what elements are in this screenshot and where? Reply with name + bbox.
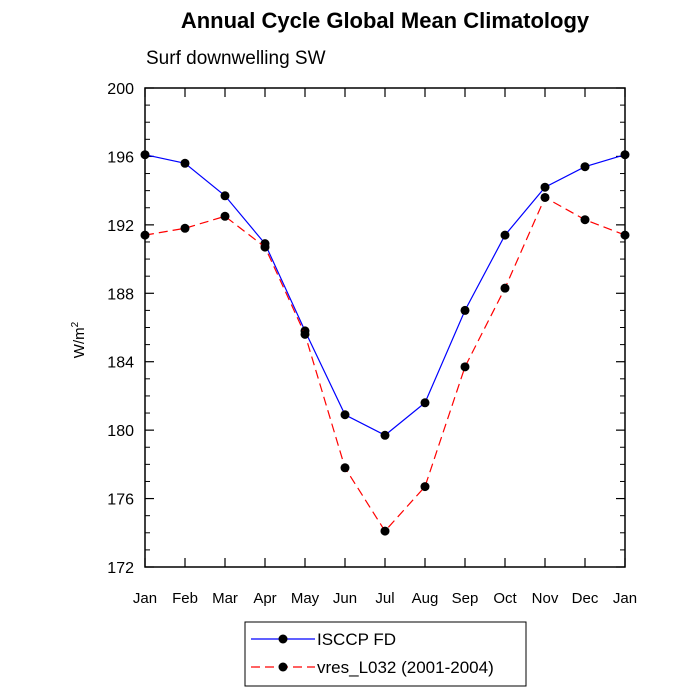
series-line-1 (144, 154, 626, 436)
x-tick-label: Apr (253, 590, 276, 607)
x-tick-label: Aug (412, 590, 439, 607)
series-layer (140, 150, 630, 536)
x-tick-label: Mar (212, 590, 238, 607)
legend-box (244, 621, 527, 687)
x-tick-label: Oct (493, 590, 517, 607)
series-2-point (300, 329, 310, 339)
series-1-point (340, 410, 350, 420)
y-tick-label: 188 (107, 286, 134, 303)
y-tick-label: 184 (107, 355, 134, 372)
x-tick-label: Jan (133, 590, 157, 607)
x-tick-label: Sep (452, 590, 479, 607)
series-2-point (180, 223, 190, 233)
y-tick-label: 176 (107, 492, 134, 509)
x-tick-label: Jan (613, 590, 637, 607)
series-2-point (500, 283, 510, 293)
x-tick-label: Dec (572, 590, 599, 607)
series-2-point (260, 242, 270, 252)
series-1-point (420, 398, 430, 408)
x-tick-label: Nov (532, 590, 559, 607)
y-tick-label: 192 (107, 218, 134, 235)
series-2-point (540, 192, 550, 202)
legend-marker-2 (278, 662, 288, 672)
series-2-point (580, 215, 590, 225)
series-2-point (460, 362, 470, 372)
series-line-2 (144, 196, 626, 533)
legend-marker-1 (278, 634, 288, 644)
chart-title: Annual Cycle Global Mean Climatology (180, 8, 590, 33)
axis-ticks (144, 87, 626, 568)
series-1-point (500, 230, 510, 240)
series-1-point (380, 430, 390, 440)
x-tick-label: Feb (172, 590, 198, 607)
x-tick-label: Jun (333, 590, 357, 607)
series-2-point (380, 526, 390, 536)
series-2-point (340, 463, 350, 473)
chart-subtitle: Surf downwelling SW (146, 48, 326, 69)
y-tick-label: 172 (107, 560, 134, 577)
series-2-point (420, 482, 430, 492)
x-tick-label: May (291, 590, 320, 607)
tick-labels: 172 176 180 184 188 192 196 200 Jan Feb Mar Apr May J… (107, 81, 637, 607)
series-1-point (220, 191, 230, 201)
series-2-point (220, 211, 230, 221)
legend-items: ISCCP FD vres_L032 (2001-2004) (251, 630, 494, 677)
series-1-point (180, 158, 190, 168)
x-tick-label: Jul (375, 590, 394, 607)
legend-label-1: ISCCP FD (317, 630, 396, 649)
series-1-point (540, 182, 550, 192)
series-1-point (580, 162, 590, 172)
y-tick-label: 200 (107, 81, 134, 98)
legend-label-2: vres_L032 (2001-2004) (317, 658, 494, 677)
plot-frame (144, 87, 626, 568)
y-tick-label: 196 (107, 149, 134, 166)
legend: ISCCP FD vres_L032 (2001-2004) (244, 621, 527, 687)
series-1-point (460, 305, 470, 315)
y-tick-label: 180 (107, 423, 134, 440)
